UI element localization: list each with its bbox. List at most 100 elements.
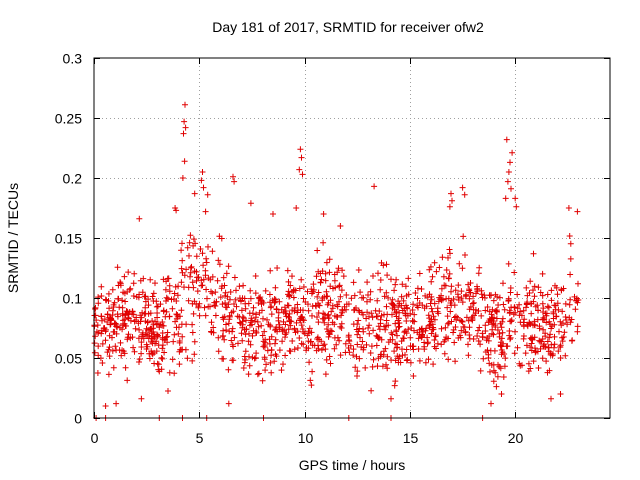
- data-point: [370, 273, 376, 279]
- data-point: [285, 278, 292, 285]
- data-point: [393, 327, 400, 334]
- data-point: [525, 360, 532, 367]
- data-point: [443, 267, 450, 273]
- data-point: [421, 305, 428, 312]
- data-point: [391, 287, 398, 294]
- data-point: [537, 289, 544, 296]
- data-point: [234, 313, 241, 320]
- data-point: [323, 326, 330, 332]
- data-point: [435, 310, 442, 317]
- data-point: [208, 288, 214, 295]
- data-point: [466, 306, 473, 313]
- data-point: [142, 318, 149, 325]
- data-point: [245, 371, 252, 378]
- data-point: [137, 312, 144, 319]
- data-point: [378, 336, 385, 343]
- data-point: [430, 313, 437, 320]
- data-point: [551, 344, 557, 351]
- data-point: [445, 254, 451, 261]
- data-point: [160, 307, 167, 314]
- data-point: [246, 310, 253, 317]
- data-point: [411, 327, 417, 334]
- data-point: [388, 357, 395, 364]
- data-point: [530, 298, 537, 305]
- data-point: [379, 363, 386, 370]
- data-point: [204, 295, 210, 302]
- data-point: [327, 360, 334, 367]
- data-point: [441, 350, 448, 357]
- data-point: [260, 338, 267, 345]
- data-point: [334, 269, 341, 276]
- data-point: [255, 323, 262, 330]
- data-point: [272, 326, 279, 333]
- data-point: [428, 296, 435, 303]
- data-point: [223, 321, 229, 328]
- data-point: [510, 311, 517, 318]
- data-point: [494, 327, 501, 333]
- data-point: [188, 263, 195, 270]
- data-point: [475, 327, 481, 334]
- data-point: [421, 343, 428, 350]
- data-point: [241, 295, 248, 302]
- data-point: [574, 299, 581, 306]
- data-point: [149, 351, 156, 358]
- data-point: [407, 334, 414, 341]
- data-point: [169, 356, 176, 363]
- data-point: [132, 325, 139, 332]
- data-point: [477, 367, 484, 374]
- data-point: [174, 313, 181, 320]
- data-point: [243, 317, 249, 324]
- data-point: [414, 295, 421, 302]
- data-point: [487, 368, 493, 375]
- data-point: [375, 270, 381, 277]
- data-point: [331, 345, 338, 352]
- data-point: [91, 349, 98, 356]
- data-point: [458, 318, 465, 324]
- data-point: [551, 333, 558, 340]
- data-point: [428, 330, 435, 337]
- data-point: [478, 312, 485, 319]
- x-axis-label: GPS time / hours: [299, 457, 406, 473]
- data-point: [176, 339, 183, 346]
- data-point: [291, 308, 298, 315]
- data-point: [368, 387, 375, 394]
- data-point: [366, 330, 373, 337]
- data-point: [95, 294, 102, 301]
- data-point: [436, 264, 443, 271]
- data-point: [393, 308, 400, 315]
- data-point: [478, 287, 485, 294]
- data-point: [389, 336, 396, 343]
- data-point: [203, 286, 210, 293]
- data-point: [402, 312, 409, 319]
- data-point: [315, 289, 322, 296]
- data-point: [397, 359, 404, 366]
- data-point: [215, 334, 222, 341]
- data-point: [208, 328, 215, 335]
- data-point: [308, 329, 315, 336]
- data-point: [215, 348, 222, 355]
- data-point: [131, 270, 138, 277]
- data-point: [293, 319, 300, 326]
- data-point: [217, 294, 224, 301]
- data-point: [490, 320, 497, 327]
- data-point: [261, 356, 268, 363]
- data-point: [410, 301, 417, 308]
- data-point: [273, 306, 280, 312]
- data-point: [189, 279, 196, 286]
- data-point: [505, 297, 512, 304]
- data-point: [362, 364, 369, 371]
- data-point: [113, 323, 120, 330]
- data-point: [555, 348, 562, 355]
- data-point: [426, 324, 433, 330]
- data-point: [202, 208, 209, 215]
- data-point: [415, 304, 421, 311]
- data-point: [423, 325, 430, 332]
- data-point: [403, 357, 410, 364]
- data-point: [196, 300, 203, 307]
- data-point: [325, 333, 332, 340]
- data-point: [195, 274, 202, 281]
- chart-title: Day 181 of 2017, SRMTID for receiver ofw…: [212, 19, 484, 35]
- data-point: [429, 308, 436, 315]
- data-point: [275, 314, 282, 321]
- data-point: [274, 265, 281, 271]
